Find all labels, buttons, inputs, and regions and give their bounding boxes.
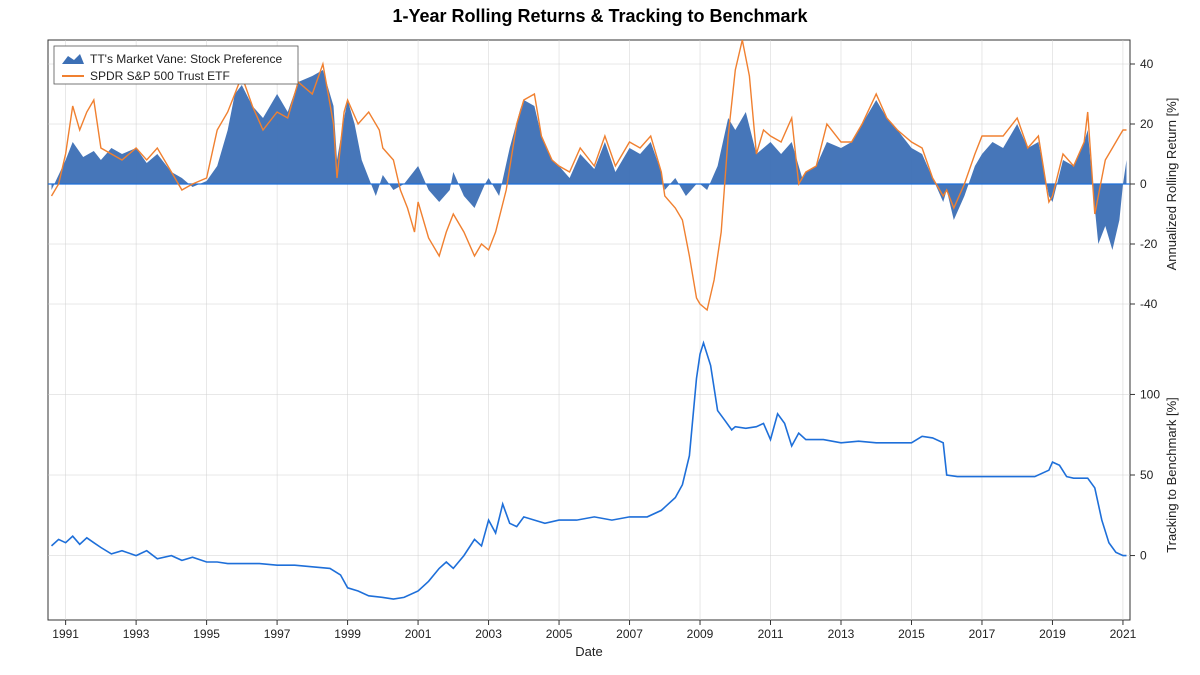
- y-tick-upper: 20: [1140, 117, 1154, 131]
- y-axis-label-upper: Annualized Rolling Return [%]: [1164, 98, 1179, 271]
- y-tick-upper: 40: [1140, 57, 1154, 71]
- x-tick-label: 2015: [898, 627, 925, 641]
- x-tick-label: 1997: [264, 627, 291, 641]
- x-tick-label: 2003: [475, 627, 502, 641]
- y-tick-lower: 0: [1140, 549, 1147, 563]
- legend-label: TT's Market Vane: Stock Preference: [90, 52, 282, 66]
- x-tick-label: 2021: [1110, 627, 1137, 641]
- y-tick-upper: -40: [1140, 297, 1158, 311]
- chart-title: 1-Year Rolling Returns & Tracking to Ben…: [0, 6, 1200, 27]
- x-tick-label: 1991: [52, 627, 79, 641]
- x-tick-label: 1999: [334, 627, 361, 641]
- y-tick-lower: 100: [1140, 387, 1160, 401]
- y-tick-lower: 50: [1140, 468, 1154, 482]
- x-tick-label: 2001: [405, 627, 432, 641]
- x-tick-label: 2009: [687, 627, 714, 641]
- x-tick-label: 2011: [758, 627, 784, 641]
- x-axis-label: Date: [575, 644, 602, 659]
- x-tick-label: 2005: [546, 627, 573, 641]
- x-tick-label: 2013: [828, 627, 855, 641]
- x-tick-label: 2007: [616, 627, 643, 641]
- plot-border: [48, 40, 1130, 620]
- y-tick-upper: -20: [1140, 237, 1158, 251]
- y-axis-label-lower: Tracking to Benchmark [%]: [1164, 397, 1179, 553]
- y-tick-upper: 0: [1140, 177, 1147, 191]
- x-tick-label: 2019: [1039, 627, 1066, 641]
- x-tick-label: 1995: [193, 627, 220, 641]
- x-tick-label: 2017: [969, 627, 996, 641]
- legend-label: SPDR S&P 500 Trust ETF: [90, 69, 230, 83]
- rolling-returns-chart: 1991 1993 1995 1997 1999 2001 2003 2005 2007 2009…: [30, 30, 1190, 670]
- x-tick-label: 1993: [123, 627, 150, 641]
